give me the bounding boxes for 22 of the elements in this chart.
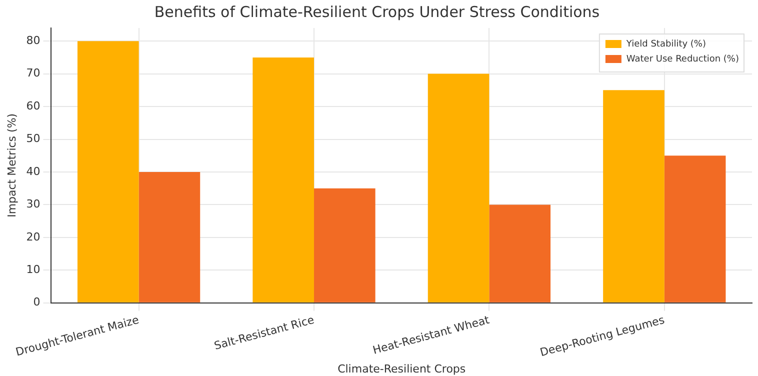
- y-tick-label: 40: [26, 164, 40, 178]
- bar: [77, 41, 139, 302]
- y-axis-title: Impact Metrics (%): [5, 113, 18, 218]
- bar: [489, 204, 551, 302]
- legend-label: Yield Stability (%): [625, 39, 706, 50]
- chart-title: Benefits of Climate-Resilient Crops Under Stress Conditions: [154, 2, 600, 21]
- y-tick-label: 70: [26, 66, 40, 80]
- y-tick-label: 30: [26, 198, 40, 211]
- bar: [138, 172, 200, 302]
- bar: [314, 188, 376, 302]
- x-axis-title: Climate-Resilient Crops: [338, 362, 466, 376]
- y-tick-label: 80: [26, 34, 40, 47]
- y-tick-label: 60: [26, 99, 40, 112]
- bar: [252, 57, 314, 302]
- y-tick-label: 10: [26, 262, 40, 276]
- bar: [664, 156, 726, 302]
- y-tick-label: 50: [26, 132, 40, 146]
- bar: [603, 90, 664, 302]
- legend-label: Water Use Reduction (%): [626, 54, 740, 64]
- y-tick-label: 0: [33, 296, 40, 309]
- y-tick-label: 20: [26, 230, 40, 244]
- bar: [428, 74, 490, 302]
